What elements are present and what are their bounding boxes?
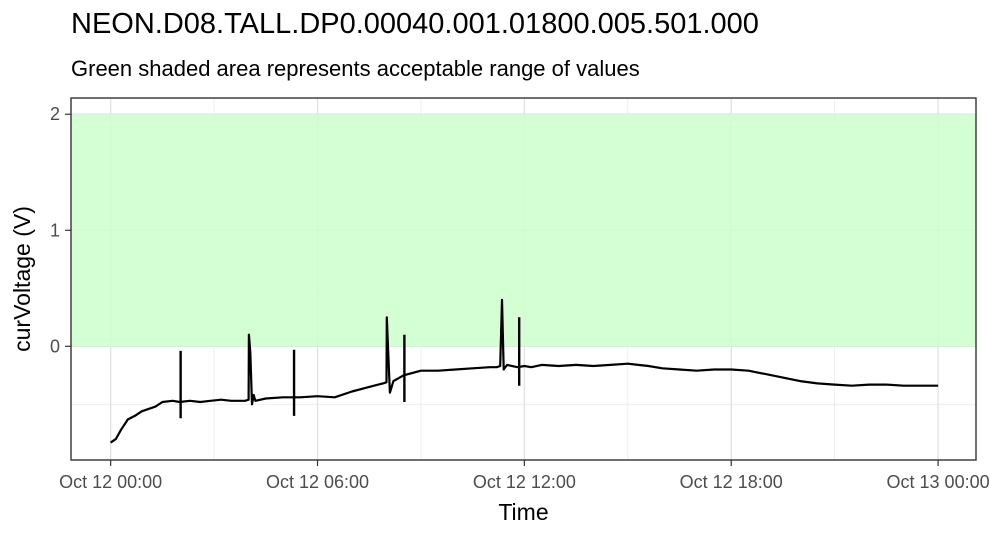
plot-border bbox=[70, 97, 977, 461]
x-tick-label-3: Oct 12 18:00 bbox=[680, 472, 783, 492]
x-axis-title: Time bbox=[498, 499, 548, 525]
x-tick-label-2: Oct 12 12:00 bbox=[473, 472, 576, 492]
x-tick-label-0: Oct 12 00:00 bbox=[59, 472, 162, 492]
x-tick-label-4: Oct 13 00:00 bbox=[887, 472, 990, 492]
series-line-0 bbox=[109, 298, 939, 444]
x-tick-label-1: Oct 12 06:00 bbox=[266, 472, 369, 492]
acceptable-range-band bbox=[71, 114, 976, 347]
x-axis: Oct 12 00:00 Oct 12 06:00 Oct 12 12:00 Oct … bbox=[59, 460, 990, 492]
y-tick-label-1: 1 bbox=[50, 220, 60, 240]
chart-subtitle: Green shaded area represents acceptable … bbox=[71, 56, 640, 81]
y-axis-title: curVoltage (V) bbox=[9, 206, 35, 352]
y-tick-label-2: 2 bbox=[50, 104, 60, 124]
y-axis: 0 1 2 bbox=[50, 104, 71, 356]
y-tick-label-0: 0 bbox=[50, 336, 60, 356]
series-layer bbox=[109, 298, 939, 444]
chart-title: NEON.D08.TALL.DP0.00040.001.01800.005.50… bbox=[71, 8, 759, 40]
